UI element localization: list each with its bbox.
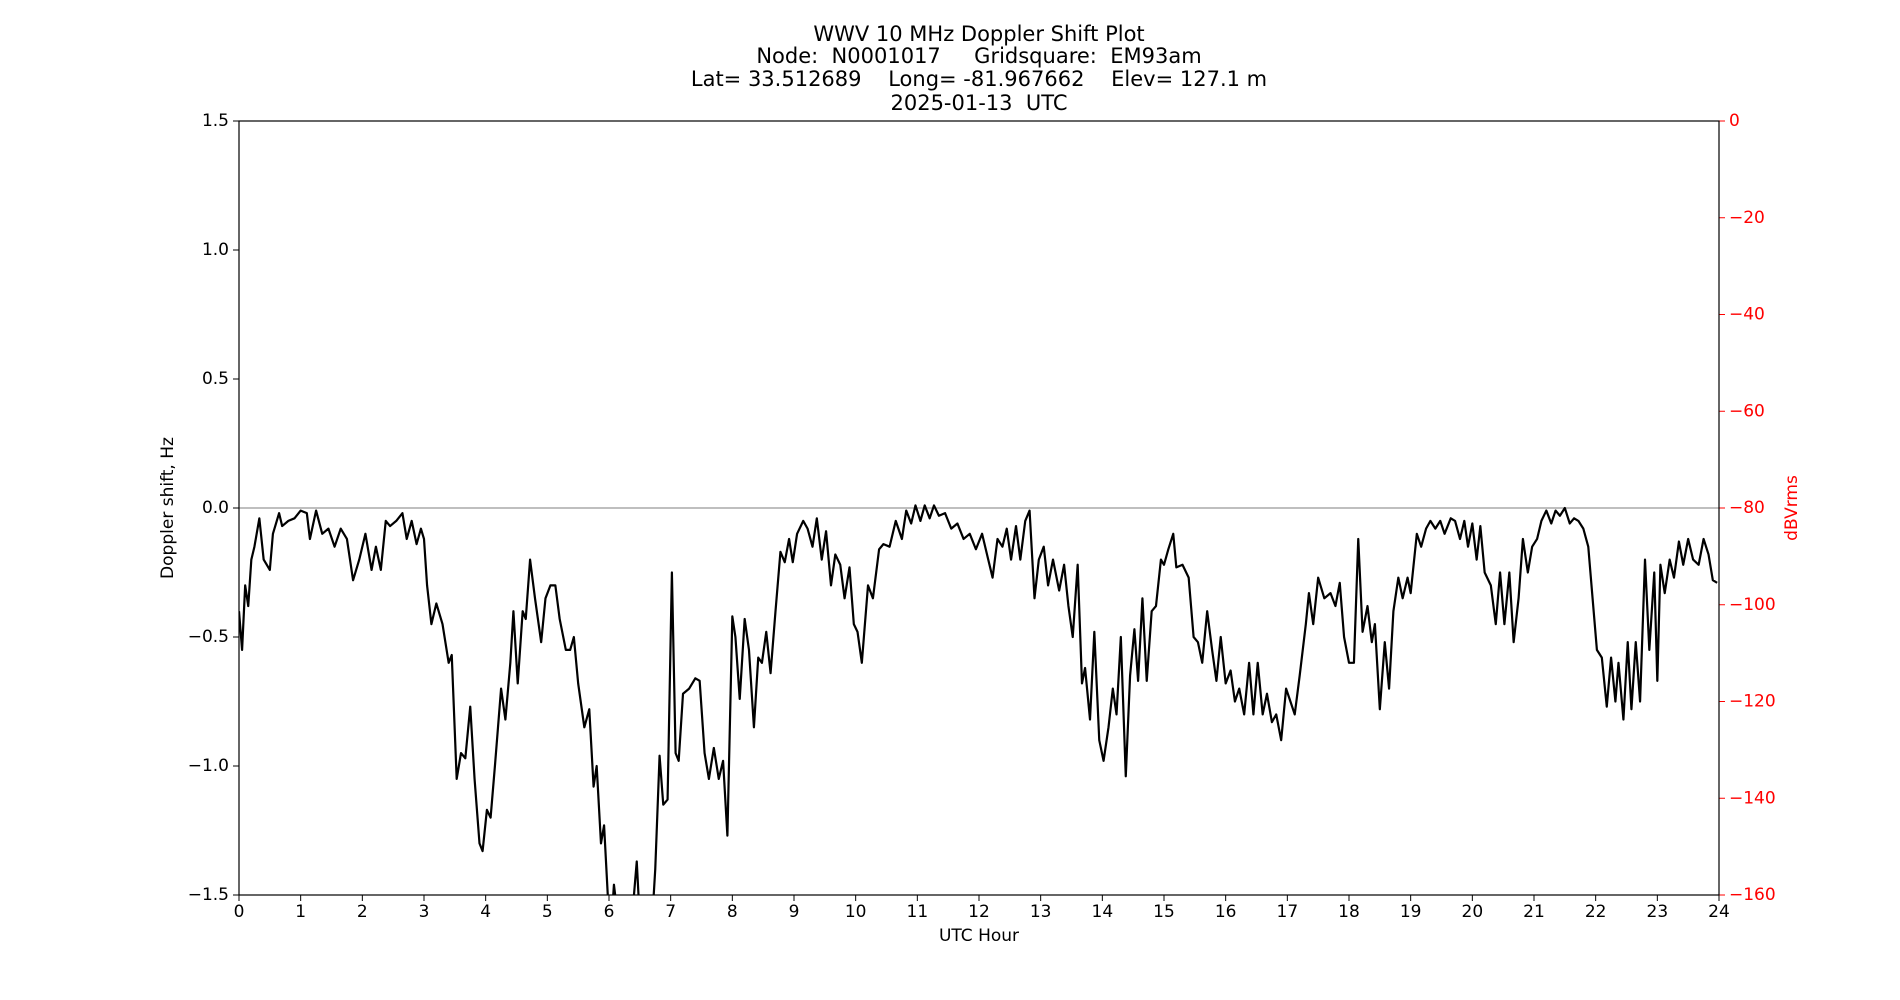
- title-line: 2025-01-13 UTC: [890, 91, 1067, 115]
- x-tick-label: 7: [665, 902, 676, 922]
- x-axis-label: UTC Hour: [939, 926, 1019, 946]
- x-tick-label: 0: [234, 902, 245, 922]
- plot-frame: [238, 120, 1720, 896]
- x-tick-label: 16: [1215, 902, 1237, 922]
- x-tick-label: 20: [1462, 902, 1484, 922]
- data-line: [239, 504, 1718, 895]
- title-line: Node: N0001017 Gridsquare: EM93am: [756, 44, 1201, 68]
- y-tick-label: 0.0: [202, 498, 229, 518]
- y2-tick-label: −60: [1729, 401, 1765, 421]
- x-tick-label: 1: [295, 902, 306, 922]
- x-tick-label: 21: [1523, 902, 1545, 922]
- y2-tick-label: −80: [1729, 498, 1765, 518]
- y-tick-label: 1.0: [202, 240, 229, 260]
- x-tick-label: 17: [1277, 902, 1299, 922]
- y2-tick-label: −120: [1729, 692, 1776, 712]
- x-tick-label: 24: [1708, 902, 1730, 922]
- title-line: WWV 10 MHz Doppler Shift Plot: [813, 22, 1144, 46]
- x-tick-label: 22: [1585, 902, 1607, 922]
- x-tick-label: 13: [1030, 902, 1052, 922]
- x-tick-label: 8: [727, 902, 738, 922]
- y-axis-label: Doppler shift, Hz: [158, 437, 178, 579]
- x-tick-label: 5: [542, 902, 553, 922]
- x-tick-label: 18: [1338, 902, 1360, 922]
- x-tick-label: 15: [1153, 902, 1175, 922]
- title-line: Lat= 33.512689 Long= -81.967662 Elev= 12…: [691, 67, 1267, 91]
- y2-tick-label: −140: [1729, 788, 1776, 808]
- y2-tick-label: 0: [1729, 111, 1740, 131]
- y2-axis-label: dBVrms: [1782, 475, 1802, 541]
- y2-tick-label: −40: [1729, 305, 1765, 325]
- x-tick-label: 3: [419, 902, 430, 922]
- x-tick-label: 4: [480, 902, 491, 922]
- y-tick-label: −1.0: [188, 756, 229, 776]
- x-tick-label: 10: [845, 902, 867, 922]
- y-tick-label: 0.5: [202, 369, 229, 389]
- y-tick-label: −1.5: [188, 885, 229, 905]
- x-tick-label: 12: [968, 902, 990, 922]
- x-tick-label: 23: [1647, 902, 1669, 922]
- y2-tick-label: −160: [1729, 885, 1776, 905]
- x-tick-label: 9: [789, 902, 800, 922]
- x-tick-label: 6: [604, 902, 615, 922]
- y-tick-label: −0.5: [188, 627, 229, 647]
- y2-tick-label: −20: [1729, 208, 1765, 228]
- y-tick-label: 1.5: [202, 111, 229, 131]
- x-tick-label: 19: [1400, 902, 1422, 922]
- y2-tick-label: −100: [1729, 595, 1776, 615]
- x-tick-label: 11: [907, 902, 929, 922]
- x-tick-label: 2: [357, 902, 368, 922]
- x-tick-label: 14: [1092, 902, 1114, 922]
